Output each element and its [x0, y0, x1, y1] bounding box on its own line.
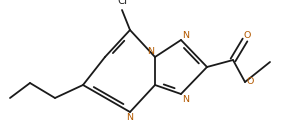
- Text: Cl: Cl: [117, 0, 127, 6]
- Text: N: N: [182, 95, 189, 104]
- Text: N: N: [126, 114, 133, 123]
- Text: O: O: [243, 31, 251, 40]
- Text: O: O: [247, 78, 254, 86]
- Text: N: N: [182, 30, 189, 39]
- Text: N: N: [147, 47, 154, 56]
